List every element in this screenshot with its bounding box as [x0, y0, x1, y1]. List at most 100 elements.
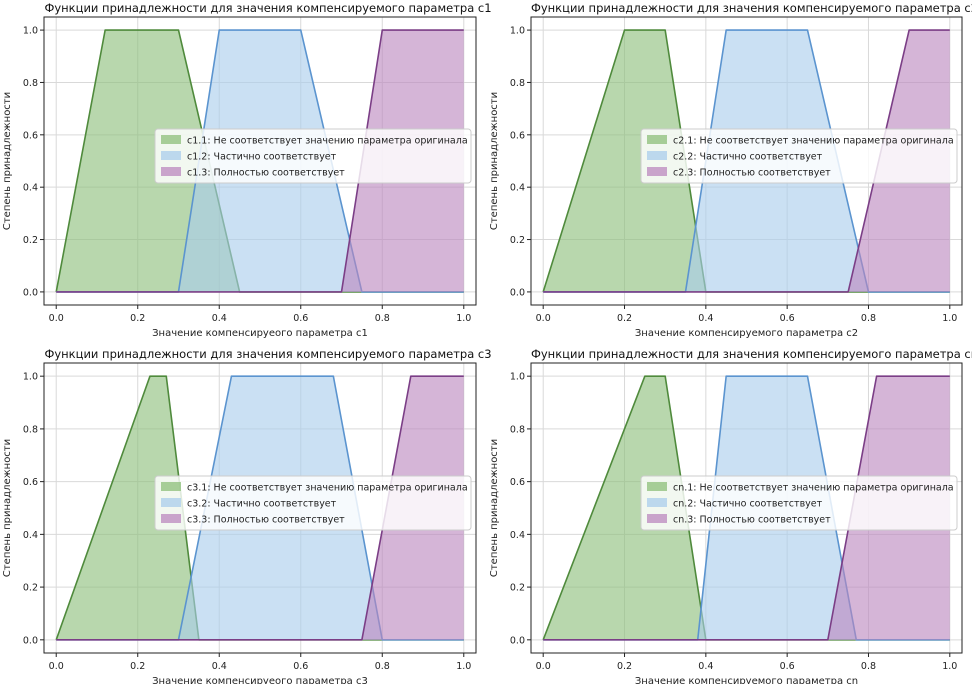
legend-entry: cn.2: Частично соответствует [673, 499, 823, 510]
y-axis-label: Степень принадлежности [2, 92, 13, 230]
x-tick-label: 0.0 [49, 661, 64, 672]
y-axis-label: Степень принадлежности [2, 439, 13, 577]
y-tick-label: 0.0 [510, 287, 525, 298]
y-tick-label: 0.6 [23, 130, 38, 141]
legend-entry: c3.2: Частично соответствует [187, 499, 337, 510]
series-area-1 [543, 376, 950, 640]
legend-swatch [161, 135, 181, 144]
x-axis-label: Значение компенсируеого параметра c3 [152, 676, 368, 684]
x-tick-label: 0.4 [212, 313, 227, 324]
legend-swatch [647, 482, 667, 491]
x-tick-label: 0.6 [780, 313, 795, 324]
y-tick-label: 1.0 [510, 26, 525, 37]
legend: c1.1: Не соответствует значению параметр… [154, 128, 472, 184]
legend-entry: c1.2: Частично соответствует [187, 152, 337, 163]
x-tick-label: 0.2 [130, 313, 145, 324]
plot-frame [530, 362, 963, 654]
series-area-1 [56, 376, 464, 640]
y-tick-label: 0.2 [23, 235, 38, 246]
legend-swatch [161, 514, 181, 523]
y-tick-label: 1.0 [23, 26, 38, 37]
legend: c2.1: Не соответствует значению параметр… [640, 128, 958, 184]
x-tick-label: 1.0 [942, 313, 957, 324]
legend-swatch [647, 167, 667, 176]
y-tick-label: 0.8 [510, 78, 525, 89]
y-tick-label: 0.6 [23, 477, 38, 488]
legend-swatch [161, 151, 181, 160]
y-tick-label: 0.2 [510, 235, 525, 246]
series-area-3 [543, 30, 950, 292]
x-tick-label: 0.2 [617, 313, 632, 324]
legend-swatch [647, 514, 667, 523]
plot-frame [43, 16, 477, 306]
x-tick-label: 0.8 [861, 313, 876, 324]
x-tick-label: 0.6 [293, 661, 308, 672]
x-tick-label: 0.4 [212, 661, 227, 672]
legend-entry: cn.3: Полностью соответствует [673, 515, 831, 526]
legend-entry: c2.2: Частично соответствует [673, 152, 823, 163]
chart-title: Функции принадлежности для значения комп… [531, 347, 972, 361]
chart-title: Функции принадлежности для значения комп… [531, 1, 972, 15]
series-area-1 [543, 30, 950, 292]
legend-swatch [647, 135, 667, 144]
x-tick-label: 1.0 [942, 661, 957, 672]
chart-title: Функции принадлежности для значения комп… [44, 1, 491, 15]
x-tick-label: 0.2 [617, 661, 632, 672]
series-area-3 [56, 376, 464, 640]
x-tick-label: 0.4 [698, 313, 713, 324]
x-axis-label: Значение компенсируеого параметра c1 [152, 328, 368, 339]
y-tick-label: 0.0 [23, 635, 38, 646]
x-tick-label: 0.0 [49, 313, 64, 324]
x-tick-label: 0.0 [536, 313, 551, 324]
legend: c3.1: Не соответствует значению параметр… [154, 475, 472, 531]
legend-swatch [647, 498, 667, 507]
y-tick-label: 1.0 [23, 372, 38, 383]
subplot-4: 0.0 0.2 0.4 0.6 0.8 1.0 0.0 0.2 0.4 0.6 0.8 1.0 Функ… [489, 347, 972, 684]
x-tick-label: 1.0 [456, 313, 471, 324]
y-tick-label: 0.4 [510, 530, 525, 541]
plot-frame [43, 362, 477, 654]
legend-entry: c2.1: Не соответствует значению параметр… [673, 136, 954, 147]
x-tick-label: 0.8 [375, 313, 390, 324]
x-tick-label: 0.4 [698, 661, 713, 672]
legend: cn.1: Не соответствует значению параметр… [640, 475, 958, 531]
y-tick-label: 1.0 [510, 372, 525, 383]
legend-entry: c3.3: Полностью соответствует [187, 515, 345, 526]
legend-box [154, 128, 472, 184]
x-axis-label: Значение компенсируемого параметра c2 [635, 328, 858, 339]
legend-entry: cn.1: Не соответствует значению параметр… [673, 483, 954, 494]
legend-entry: c3.1: Не соответствует значению параметр… [187, 483, 468, 494]
legend-entry: c1.3: Полностью соответствует [187, 168, 345, 179]
y-tick-label: 0.6 [510, 477, 525, 488]
x-tick-label: 1.0 [456, 661, 471, 672]
legend-entry: c1.1: Не соответствует значению параметр… [187, 136, 468, 147]
series-area-1 [56, 30, 464, 292]
y-tick-label: 0.8 [510, 424, 525, 435]
y-tick-label: 0.8 [23, 78, 38, 89]
x-tick-label: 0.6 [293, 313, 308, 324]
legend-swatch [161, 482, 181, 491]
legend-swatch [161, 498, 181, 507]
y-tick-label: 0.4 [510, 183, 525, 194]
x-axis-label: Значение компенсируемого параметра cn [635, 676, 858, 684]
series-area-3 [543, 376, 950, 640]
legend-entry: c2.3: Полностью соответствует [673, 168, 831, 179]
x-tick-label: 0.6 [780, 661, 795, 672]
x-tick-label: 0.2 [130, 661, 145, 672]
legend-swatch [647, 151, 667, 160]
y-tick-label: 0.2 [23, 583, 38, 594]
plot-frame [530, 16, 963, 306]
subplot-2: 0.0 0.2 0.4 0.6 0.8 1.0 0.0 0.2 0.4 0.6 0.8 1.0 Функ… [489, 1, 972, 339]
y-tick-label: 0.0 [510, 635, 525, 646]
x-tick-label: 0.8 [375, 661, 390, 672]
y-tick-label: 0.6 [510, 130, 525, 141]
y-tick-label: 0.2 [510, 583, 525, 594]
y-tick-label: 0.4 [23, 183, 38, 194]
x-tick-label: 0.8 [861, 661, 876, 672]
subplot-3: 0.0 0.2 0.4 0.6 0.8 1.0 0.0 0.2 0.4 0.6 0.8 1.0 Функ… [2, 347, 492, 684]
legend-swatch [161, 167, 181, 176]
x-tick-label: 0.0 [536, 661, 551, 672]
subplot-1: 0.0 0.2 0.4 0.6 0.8 1.0 0.0 0.2 0.4 0.6 0.8 1.0 Функ… [2, 1, 492, 339]
legend-box [154, 475, 472, 531]
